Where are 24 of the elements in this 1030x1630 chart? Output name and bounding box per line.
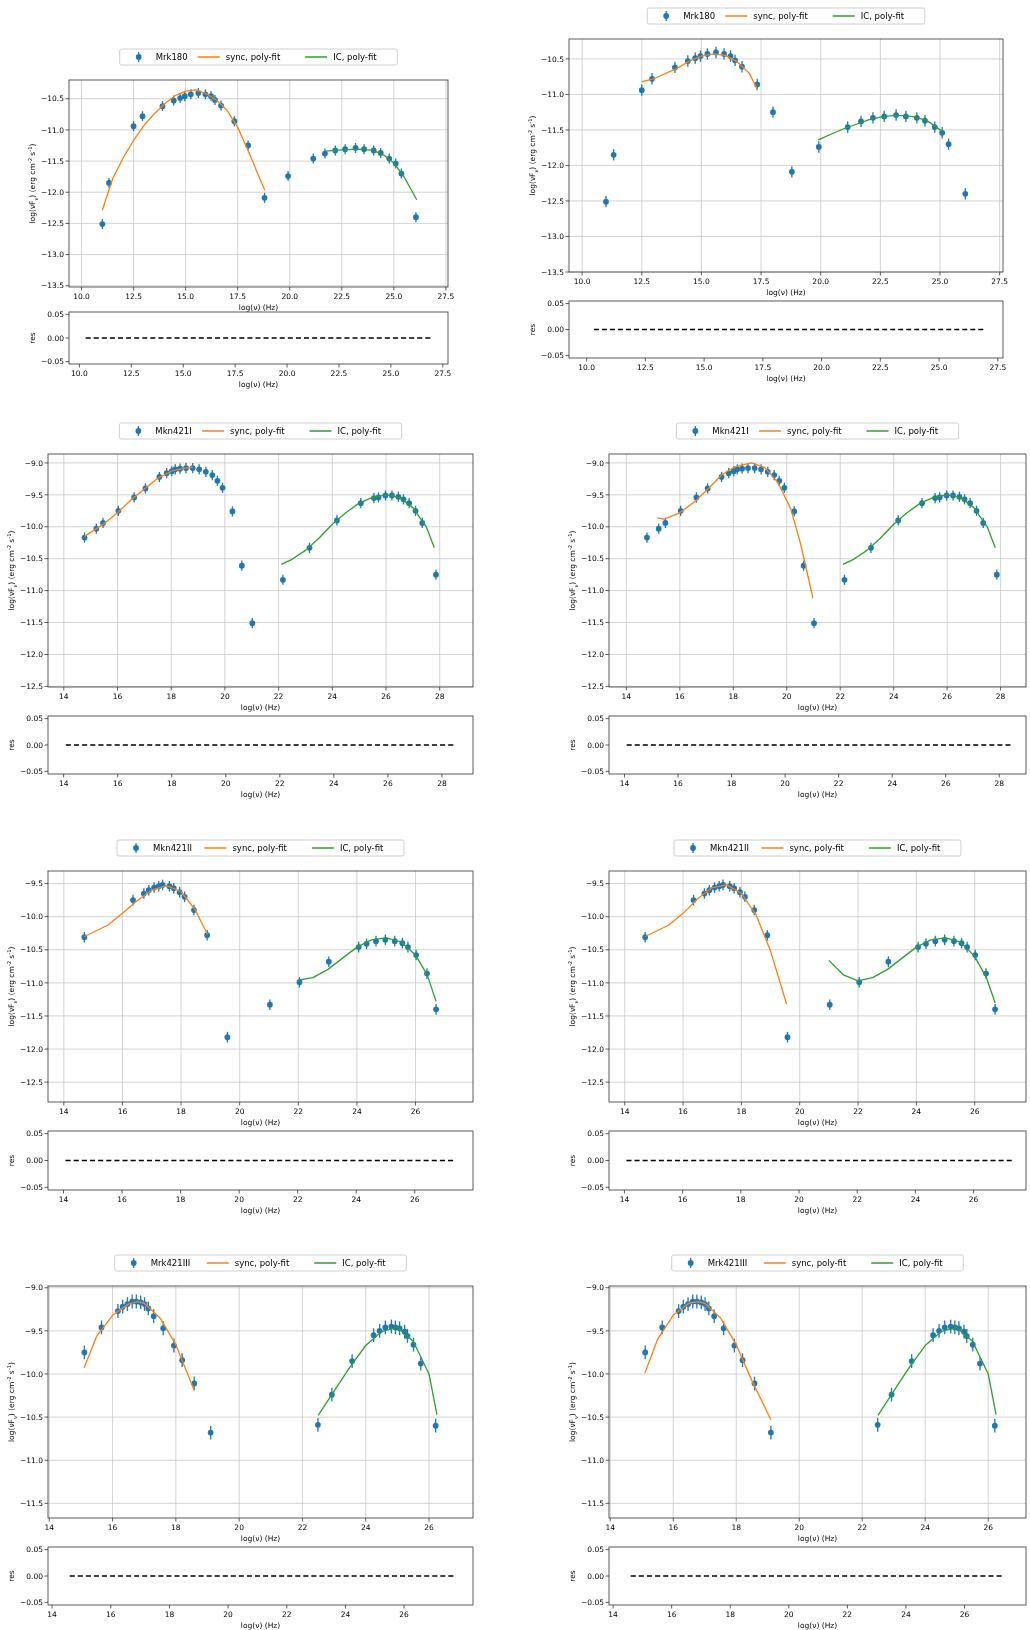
legend-label: IC, poly-fit	[337, 426, 382, 436]
legend-label: Mkn421I	[712, 426, 749, 436]
legend-label: sync, poly-fit	[225, 52, 281, 62]
legend-label: sync, poly-fit	[789, 843, 845, 853]
legend-label: Mkn421I	[155, 426, 192, 436]
legend-label: IC, poly-fit	[899, 1258, 944, 1268]
legend-label: IC, poly-fit	[339, 843, 384, 853]
legend-label: Mrk180	[155, 52, 188, 62]
legend-label: sync, poly-fit	[753, 11, 809, 21]
legend-label: Mkn421II	[710, 843, 749, 853]
legend-label: Mrk421III	[707, 1258, 748, 1268]
legend-label: sync, poly-fit	[230, 426, 286, 436]
legend-label: sync, poly-fit	[791, 1258, 847, 1268]
legend-label: IC, poly-fit	[342, 1258, 387, 1268]
legend-label: sync, poly-fit	[232, 843, 288, 853]
legend-label: sync, poly-fit	[787, 426, 843, 436]
legend-label: IC, poly-fit	[896, 843, 941, 853]
legend-label: Mrk421III	[150, 1258, 191, 1268]
legend-label: IC, poly-fit	[333, 52, 378, 62]
legend-label: Mkn421II	[153, 843, 192, 853]
legend-label: sync, poly-fit	[234, 1258, 290, 1268]
legend-label: Mrk180	[683, 11, 716, 21]
legend-label: IC, poly-fit	[860, 11, 905, 21]
legend-label: IC, poly-fit	[894, 426, 939, 436]
